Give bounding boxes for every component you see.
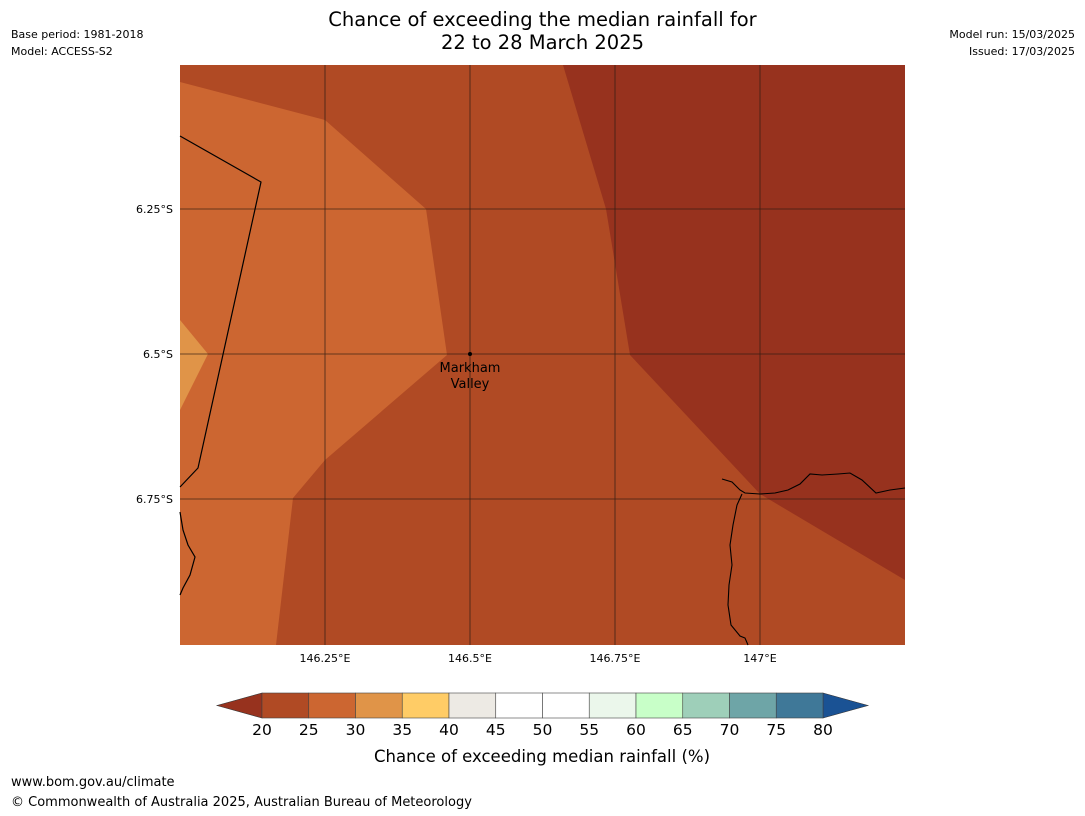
meta-right: Model run: 15/03/2025 Issued: 17/03/2025 [949,26,1075,60]
place-label-line-2: Valley [451,377,490,392]
colorbar-segment [729,692,777,719]
colorbar-tick-label: 70 [720,721,740,739]
colorbar-tick-label: 45 [486,721,506,739]
title-line-2: 22 to 28 March 2025 [440,31,645,54]
lat-label-6-25: 6.25°S [136,203,173,216]
boundary-line-lower [179,511,196,596]
lat-label-6-5: 6.5°S [143,348,173,361]
map-panel: Markham Valley [179,65,906,646]
coastline-river-south [727,493,749,646]
coastline [721,472,906,646]
place-dot [468,352,472,356]
colorbar-ticks: 20 25 30 35 40 45 50 55 60 65 70 75 80 [252,721,833,739]
province-boundaries [179,135,262,596]
lat-label-6-75: 6.75°S [136,493,173,506]
colorbar-segment [588,692,637,719]
lon-label-146-25: 146.25°E [300,652,351,665]
colorbar-segment [635,692,684,719]
colorbar-segment [682,692,730,719]
coastline-river-east [721,472,906,495]
title-line-1: Chance of exceeding the median rainfall … [328,8,757,31]
colorbar-segments [261,692,824,719]
map-axes-labels: 6.25°S 6.5°S 6.75°S 146.25°E 146.5°E 146… [136,203,777,665]
map-title: Chance of exceeding the median rainfall … [0,8,1085,54]
colorbar-segment [542,692,590,719]
colorbar-segment [261,692,310,719]
boundary-line-upper [179,135,262,488]
lon-label-146-5: 146.5°E [448,652,492,665]
colorbar-tick-label: 75 [766,721,786,739]
colorbar-tick-label: 20 [252,721,272,739]
colorbar-tick-label: 30 [346,721,366,739]
lon-label-147: 147°E [743,652,776,665]
model-name: Model: ACCESS-S2 [11,45,113,58]
colorbar-tick-label: 40 [439,721,459,739]
footer-url: www.bom.gov.au/climate [11,775,175,790]
colorbar-segment [401,692,450,719]
colorbar-under-arrow [215,692,263,719]
colorbar-segment [495,692,543,719]
issued-date: Issued: 17/03/2025 [968,45,1075,58]
colorbar-tick-label: 60 [626,721,646,739]
colorbar-segment [355,692,403,719]
base-period: Base period: 1981-2018 [11,28,144,41]
footer-copyright: © Commonwealth of Australia 2025, Austra… [11,795,472,810]
colorbar-tick-label: 65 [673,721,693,739]
band-30-35-region [180,320,208,410]
colorbar-segment [448,692,497,719]
colorbar-over-arrow [822,692,870,719]
model-run: Model run: 15/03/2025 [949,28,1075,41]
lon-label-146-75: 146.75°E [590,652,641,665]
band-25-30-region [180,82,447,645]
colorbar-segment [775,692,824,719]
colorbar-title: Chance of exceeding median rainfall (%) [374,747,710,766]
below-20-region [563,65,905,580]
colorbar-segment [308,692,356,719]
colorbar-tick-label: 55 [579,721,599,739]
colorbar-tick-label: 50 [533,721,553,739]
place-label-line-1: Markham [440,361,501,376]
colorbar-tick-label: 25 [299,721,319,739]
meta-left: Base period: 1981-2018 Model: ACCESS-S2 [11,26,143,60]
colorbar: 20 25 30 35 40 45 50 55 60 65 70 75 80 Chance of exc… [215,692,870,766]
place-marker: Markham Valley [440,352,501,392]
colorbar-tick-label: 80 [813,721,833,739]
colorbar-tick-label: 35 [392,721,412,739]
